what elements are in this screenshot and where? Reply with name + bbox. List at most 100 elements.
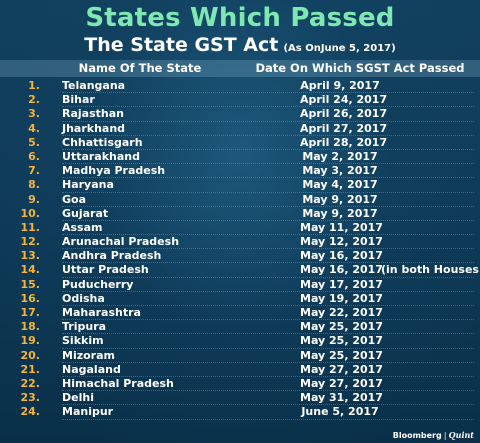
table-row: 8. Haryana May 4, 2017 — [0, 178, 480, 193]
row-number: 20. — [20, 348, 41, 362]
state-name: Bihar — [62, 93, 95, 107]
row-number: 16. — [20, 291, 41, 305]
sgst-passed-date: May 16, 2017 — [300, 249, 383, 263]
row-number: 13. — [20, 249, 41, 263]
state-name: Telangana — [62, 79, 126, 92]
row-number: 22. — [20, 376, 41, 390]
state-name: Sikkim — [62, 334, 104, 348]
row-number: 10. — [20, 206, 41, 220]
table-row: 9. Goa May 9, 2017 — [0, 193, 480, 207]
state-name: Andhra Pradesh — [62, 249, 162, 263]
sgst-passed-date: May 11, 2017 — [300, 220, 383, 234]
row-number: 3. — [28, 107, 40, 121]
row-number: 18. — [20, 320, 41, 334]
sgst-passed-date: May 9, 2017 — [302, 192, 378, 206]
state-name: Manipur — [62, 405, 114, 419]
column-header-date: Date On Which SGST Act Passed — [255, 61, 465, 75]
sgst-passed-date: May 25, 2017 — [300, 334, 383, 348]
brand-separator: | — [443, 431, 447, 440]
row-number: 2. — [28, 93, 40, 107]
table-row: 13. Andhra Pradesh May 16, 2017 — [0, 249, 480, 264]
page-title: States Which Passed — [85, 3, 395, 33]
state-name: Goa — [62, 192, 87, 206]
sgst-passed-date: June 5, 2017 — [301, 405, 379, 419]
sgst-passed-date: May 17, 2017 — [300, 277, 383, 291]
row-number: 8. — [28, 178, 40, 192]
column-header-state: Name Of The State — [78, 61, 202, 75]
table-row: 21. Nagaland May 27, 2017 — [0, 362, 480, 378]
state-name: Chhattisgarh — [62, 135, 143, 149]
row-number: 9. — [28, 192, 40, 206]
sgst-passed-date: May 4, 2017 — [302, 178, 378, 192]
state-name: Gujarat — [62, 206, 109, 220]
page-subtitle: The State GST Act (As OnJune 5, 2017) — [0, 34, 480, 60]
table-row: 4. Jharkhand April 27, 2017 — [0, 122, 480, 136]
sgst-passed-date: May 19, 2017 — [300, 291, 383, 305]
table-row: 20. Mizoram May 25, 2017 — [0, 349, 480, 363]
state-name: Arunachal Pradesh — [62, 235, 180, 249]
states-table: 1. Telangana April 9, 2017 2. Bihar April 24,… — [0, 79, 480, 420]
state-name: Mizoram — [62, 348, 115, 362]
sgst-passed-date: April 28, 2017 — [300, 135, 388, 149]
state-name: Nagaland — [62, 362, 121, 376]
row-number: 11. — [20, 220, 41, 234]
row-number: 14. — [20, 263, 41, 277]
state-name: Himachal Pradesh — [62, 376, 174, 390]
sgst-passed-date: April 9, 2017 — [300, 79, 380, 92]
subtitle-main: The State GST Act — [84, 34, 279, 56]
sgst-passed-date: May 2, 2017 — [302, 149, 378, 163]
table-row: 18. Tripura May 25, 2017 — [0, 320, 480, 335]
table-row: 14. Uttar Pradesh May 16, 2017 (in both Hou… — [0, 263, 480, 278]
row-note: (in both Houses) — [381, 263, 480, 277]
brand-name: Bloomberg — [392, 431, 442, 440]
sgst-passed-date: May 16, 2017 — [300, 263, 383, 277]
brand-logo: Bloomberg | Quint — [393, 430, 474, 440]
table-row: 24. Manipur June 5, 2017 — [0, 405, 480, 420]
state-name: Assam — [62, 220, 103, 234]
sgst-passed-date: May 22, 2017 — [300, 306, 383, 319]
sgst-passed-date: April 26, 2017 — [300, 107, 388, 121]
state-name: Maharashtra — [62, 306, 141, 319]
row-number: 4. — [28, 121, 40, 135]
table-row: 11. Assam May 11, 2017 — [0, 220, 480, 236]
table-row: 17. Maharashtra May 22, 2017 — [0, 306, 480, 321]
sgst-passed-date: April 27, 2017 — [300, 121, 388, 135]
state-name: Delhi — [62, 391, 94, 405]
row-number: 19. — [20, 334, 41, 348]
sgst-passed-date: May 9, 2017 — [302, 206, 378, 220]
state-name: Puducherry — [62, 277, 134, 291]
table-row: 10. Gujarat May 9, 2017 — [0, 206, 480, 222]
state-name: Tripura — [62, 320, 107, 334]
table-row: 1. Telangana April 9, 2017 — [0, 79, 480, 94]
table-row: 12. Arunachal Pradesh May 12, 2017 — [0, 235, 480, 250]
brand-partner: Quint — [448, 430, 474, 440]
row-number: 24. — [20, 405, 41, 419]
sgst-passed-date: May 25, 2017 — [300, 320, 383, 334]
row-number: 15. — [20, 277, 41, 291]
sgst-passed-date: May 12, 2017 — [300, 235, 383, 249]
row-number: 12. — [20, 235, 41, 249]
sgst-passed-date: May 27, 2017 — [300, 362, 383, 376]
table-header-bar — [0, 60, 480, 77]
state-name: Madhya Pradesh — [62, 164, 166, 178]
table-row: 3. Rajasthan April 26, 2017 — [0, 107, 480, 122]
sgst-passed-date: May 27, 2017 — [300, 376, 383, 390]
row-number: 6. — [28, 149, 40, 163]
table-row: 23. Delhi May 31, 2017 — [0, 391, 480, 406]
table-row: 2. Bihar April 24, 2017 — [0, 93, 480, 108]
row-number: 7. — [28, 164, 40, 178]
sgst-passed-date: May 31, 2017 — [300, 391, 383, 405]
row-number: 1. — [28, 79, 40, 92]
state-name: Uttar Pradesh — [62, 263, 149, 277]
state-name: Jharkhand — [62, 121, 126, 135]
row-number: 21. — [20, 362, 41, 376]
table-row: 16. Odisha May 19, 2017 — [0, 291, 480, 307]
subtitle-date-note: (As OnJune 5, 2017) — [283, 43, 396, 54]
table-row: 5. Chhattisgarh April 28, 2017 — [0, 135, 480, 151]
state-name: Odisha — [62, 291, 105, 305]
table-row: 15. Puducherry May 17, 2017 — [0, 277, 480, 293]
row-number: 17. — [20, 306, 41, 319]
sgst-passed-date: April 24, 2017 — [300, 93, 388, 107]
row-number: 5. — [28, 135, 40, 149]
